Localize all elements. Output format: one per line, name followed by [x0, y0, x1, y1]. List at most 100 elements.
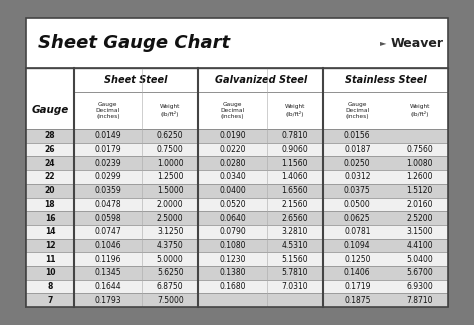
Bar: [26, 129, 74, 143]
Bar: [199, 129, 267, 143]
Text: 0.1875: 0.1875: [344, 296, 371, 305]
Text: 5.6700: 5.6700: [406, 268, 433, 277]
Bar: [267, 211, 323, 225]
Text: 0.0359: 0.0359: [94, 186, 121, 195]
Text: 0.0520: 0.0520: [219, 200, 246, 209]
Bar: [323, 211, 392, 225]
Bar: [199, 170, 267, 184]
Bar: [74, 143, 142, 156]
Text: 2.6560: 2.6560: [282, 214, 308, 223]
Bar: [267, 170, 323, 184]
Text: Weight
(lb/ft²): Weight (lb/ft²): [160, 104, 181, 117]
Text: 2.0160: 2.0160: [406, 200, 433, 209]
Text: 0.0190: 0.0190: [219, 131, 246, 140]
Text: 3.1250: 3.1250: [157, 227, 183, 236]
Bar: [26, 225, 74, 239]
Text: 0.1680: 0.1680: [219, 282, 246, 291]
Bar: [199, 280, 267, 293]
Text: 1.1560: 1.1560: [282, 159, 308, 168]
Text: 2.5000: 2.5000: [157, 214, 183, 223]
Bar: [267, 129, 323, 143]
Bar: [323, 156, 392, 170]
Text: 0.0747: 0.0747: [94, 227, 121, 236]
Bar: [142, 198, 199, 211]
Bar: [267, 143, 323, 156]
Text: 5.6250: 5.6250: [157, 268, 183, 277]
Text: 0.0239: 0.0239: [94, 159, 121, 168]
Bar: [74, 184, 142, 198]
Text: 4.4100: 4.4100: [406, 241, 433, 250]
Bar: [323, 184, 392, 198]
Bar: [323, 92, 392, 129]
Bar: [199, 225, 267, 239]
Text: Weight
(lb/ft²): Weight (lb/ft²): [410, 104, 430, 117]
Text: 0.1380: 0.1380: [219, 268, 246, 277]
Text: 1.4060: 1.4060: [282, 173, 308, 181]
Bar: [26, 293, 74, 307]
Bar: [392, 156, 448, 170]
Bar: [74, 129, 142, 143]
Bar: [392, 92, 448, 129]
Bar: [323, 239, 392, 252]
Text: 16: 16: [45, 214, 55, 223]
Bar: [392, 143, 448, 156]
Text: 0.1644: 0.1644: [94, 282, 121, 291]
Text: 0.0250: 0.0250: [344, 159, 371, 168]
Text: Sheet Steel: Sheet Steel: [104, 75, 168, 85]
Bar: [142, 92, 199, 129]
Text: Weaver: Weaver: [390, 37, 443, 49]
Text: 0.0280: 0.0280: [219, 159, 246, 168]
Text: 5.0000: 5.0000: [157, 255, 183, 264]
Bar: [74, 293, 142, 307]
Text: 14: 14: [45, 227, 55, 236]
Bar: [323, 198, 392, 211]
Bar: [199, 266, 267, 280]
Bar: [267, 266, 323, 280]
Bar: [199, 92, 267, 129]
Bar: [392, 198, 448, 211]
Text: 0.0478: 0.0478: [94, 200, 121, 209]
Bar: [323, 129, 392, 143]
Bar: [26, 252, 74, 266]
Text: 0.0375: 0.0375: [344, 186, 371, 195]
Bar: [392, 293, 448, 307]
Bar: [142, 184, 199, 198]
Text: 0.0156: 0.0156: [344, 131, 371, 140]
Bar: [323, 293, 392, 307]
Text: 7: 7: [47, 296, 53, 305]
Text: 7.5000: 7.5000: [157, 296, 183, 305]
Text: 0.0312: 0.0312: [344, 173, 371, 181]
Text: 0.0781: 0.0781: [344, 227, 371, 236]
Bar: [74, 156, 142, 170]
Bar: [74, 198, 142, 211]
Text: 0.0299: 0.0299: [94, 173, 121, 181]
Text: 3.2810: 3.2810: [282, 227, 308, 236]
Bar: [74, 170, 142, 184]
Bar: [267, 198, 323, 211]
Text: 6.8750: 6.8750: [157, 282, 183, 291]
Bar: [142, 280, 199, 293]
Text: Stainless Steel: Stainless Steel: [345, 75, 427, 85]
Text: 6.9300: 6.9300: [406, 282, 433, 291]
Bar: [267, 293, 323, 307]
Bar: [142, 211, 199, 225]
Bar: [142, 143, 199, 156]
Bar: [74, 68, 199, 92]
Text: 7.8710: 7.8710: [406, 296, 433, 305]
Bar: [392, 266, 448, 280]
Bar: [392, 211, 448, 225]
Text: 0.0790: 0.0790: [219, 227, 246, 236]
Text: 0.7560: 0.7560: [406, 145, 433, 154]
Text: 28: 28: [45, 131, 55, 140]
Text: ►: ►: [380, 39, 386, 47]
Bar: [142, 266, 199, 280]
Bar: [323, 225, 392, 239]
Text: 0.1793: 0.1793: [94, 296, 121, 305]
Bar: [26, 184, 74, 198]
Bar: [323, 252, 392, 266]
Bar: [74, 252, 142, 266]
Text: 18: 18: [45, 200, 55, 209]
Bar: [267, 280, 323, 293]
Text: Weight
(lb/ft²): Weight (lb/ft²): [285, 104, 305, 117]
Bar: [323, 170, 392, 184]
